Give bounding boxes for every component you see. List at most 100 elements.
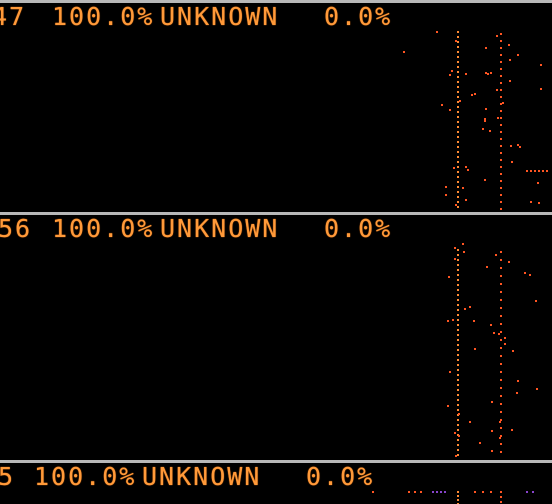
activity-dot [500, 299, 502, 301]
activity-dot [491, 450, 493, 452]
activity-dot [546, 170, 548, 172]
activity-dot [500, 251, 502, 253]
activity-dot [457, 439, 459, 441]
activity-dot [457, 186, 459, 188]
process-panel-2[interactable]: 56 100.0% UNKNOWN 0.0% [0, 215, 552, 460]
activity-dot [457, 379, 459, 381]
activity-dot [500, 435, 502, 437]
activity-dot [440, 491, 442, 493]
activity-dot [500, 145, 502, 147]
activity-dot [445, 194, 447, 196]
activity-dot [457, 394, 459, 396]
activity-dot [500, 267, 502, 269]
activity-dot [500, 68, 502, 70]
activity-dot [457, 249, 459, 251]
activity-dot [448, 276, 450, 278]
activity-dot [504, 343, 506, 345]
activity-dot [512, 350, 514, 352]
activity-dot [500, 501, 502, 503]
activity-dot [517, 54, 519, 56]
activity-dot [500, 315, 502, 317]
activity-dot [457, 66, 459, 68]
activity-dot [530, 170, 532, 172]
panel-header: 5 100.0% UNKNOWN 0.0% [0, 463, 552, 491]
activity-dot [457, 495, 459, 497]
activity-dot [500, 275, 502, 277]
activity-dot [469, 421, 471, 423]
activity-dot [453, 167, 455, 169]
activity-dot [504, 337, 506, 339]
activity-dot [457, 151, 459, 153]
activity-dot [457, 171, 459, 173]
panel-percent: 100.0% [52, 215, 155, 243]
activity-dot [457, 201, 459, 203]
panel-status: UNKNOWN [160, 3, 280, 31]
activity-dot [449, 109, 451, 111]
activity-dot [451, 70, 453, 72]
activity-dot [500, 331, 502, 333]
activity-dot [534, 170, 536, 172]
activity-dot [502, 102, 504, 104]
activity-dot [500, 208, 502, 210]
activity-dot [500, 411, 502, 413]
activity-dot [465, 166, 467, 168]
activity-dot [500, 61, 502, 63]
activity-dot [538, 202, 540, 204]
activity-dot [500, 89, 502, 91]
activity-dot [484, 118, 486, 120]
activity-dot [457, 279, 459, 281]
activity-plot [0, 243, 552, 460]
activity-dot [462, 243, 464, 245]
process-panel-1[interactable]: 47 100.0% UNKNOWN 0.0% [0, 3, 552, 212]
activity-dot [457, 429, 459, 431]
activity-dot [508, 44, 510, 46]
activity-dot [491, 401, 493, 403]
activity-dot [500, 347, 502, 349]
activity-dot [535, 300, 537, 302]
activity-dot [457, 314, 459, 316]
activity-dot [500, 110, 502, 112]
activity-dot [500, 47, 502, 49]
activity-dot [465, 199, 467, 201]
activity-dot [457, 166, 459, 168]
activity-dot [455, 40, 457, 42]
activity-dot [457, 196, 459, 198]
activity-dot [436, 31, 438, 33]
activity-dot [500, 363, 502, 365]
activity-dot [403, 51, 405, 53]
activity-dot [457, 56, 459, 58]
panel-value: 0.0% [324, 215, 393, 243]
activity-dot [457, 344, 459, 346]
activity-dot [500, 443, 502, 445]
panel-status: UNKNOWN [142, 463, 262, 491]
activity-dot [457, 334, 459, 336]
activity-dot [457, 294, 459, 296]
activity-dot [500, 152, 502, 154]
process-panel-3[interactable]: 5 100.0% UNKNOWN 0.0% [0, 463, 552, 504]
activity-dot [516, 392, 518, 394]
activity-dot [500, 75, 502, 77]
activity-dot [474, 491, 476, 493]
activity-dot [457, 36, 459, 38]
activity-dot [457, 499, 459, 501]
activity-dot [500, 387, 502, 389]
activity-dot [482, 128, 484, 130]
activity-dot [485, 108, 487, 110]
activity-dot [496, 89, 498, 91]
activity-dot [445, 186, 447, 188]
activity-dot [457, 384, 459, 386]
activity-dot [486, 266, 488, 268]
activity-dot [500, 395, 502, 397]
activity-dot [500, 96, 502, 98]
activity-dots [447, 243, 538, 457]
activity-dot [536, 388, 538, 390]
activity-dot [457, 136, 459, 138]
activity-dot [457, 96, 459, 98]
activity-dot [457, 91, 459, 93]
activity-dot [500, 291, 502, 293]
activity-dot [500, 371, 502, 373]
activity-dot [457, 126, 459, 128]
activity-dot [457, 274, 459, 276]
top-divider [0, 0, 552, 3]
activity-dot [457, 269, 459, 271]
